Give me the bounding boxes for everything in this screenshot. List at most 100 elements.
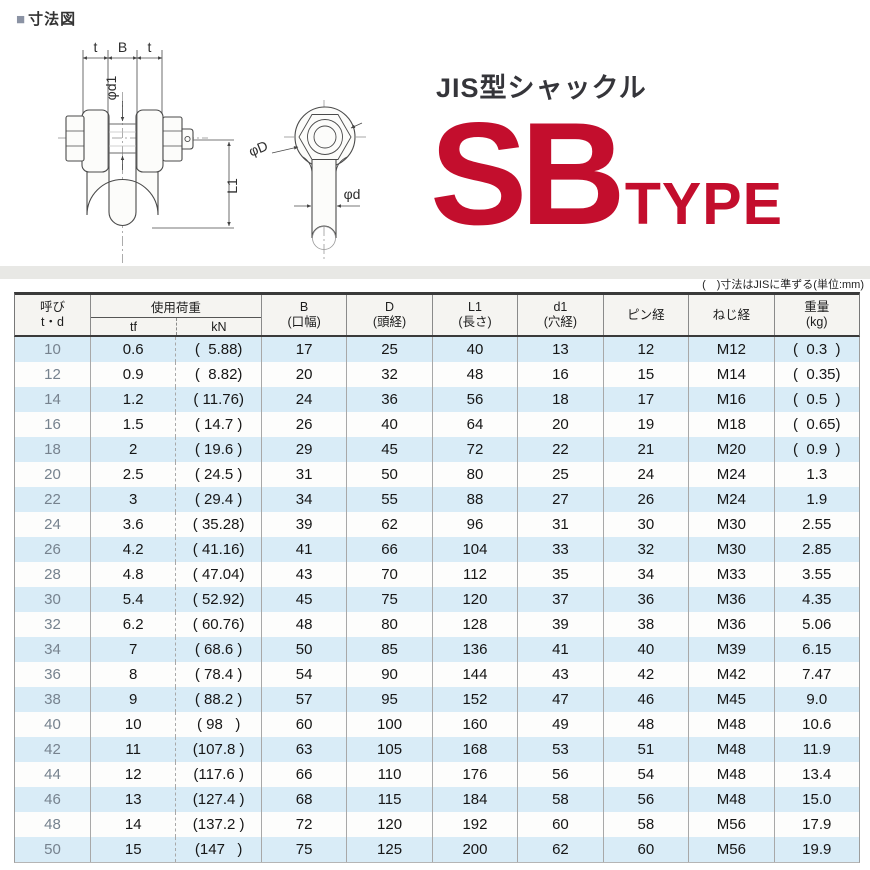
table-cell: 16 (517, 362, 602, 387)
table-cell: 90 (346, 662, 431, 687)
table-cell: 72 (431, 437, 517, 462)
table-cell: 110 (346, 762, 431, 787)
table-cell: ( 0.3 ) (773, 337, 859, 362)
table-cell: ( 41.16) (175, 537, 260, 562)
table-cell: 29 (260, 437, 346, 462)
table-cell: ( 19.6 ) (175, 437, 260, 462)
table-cell: 160 (431, 712, 517, 737)
table-cell: 62 (517, 837, 602, 862)
table-cell: 54 (260, 662, 346, 687)
table-cell: 36 (602, 587, 688, 612)
table-cell: 43 (260, 562, 346, 587)
table-cell: 184 (431, 787, 517, 812)
table-cell: 39 (517, 612, 602, 637)
table-row: 38 9( 88.2 ) 57 95 152 47 46 M45 9.0 (15, 687, 859, 712)
table-cell: 105 (346, 737, 431, 762)
table-cell: M48 (688, 737, 773, 762)
table-cell: 20 (44, 466, 61, 483)
table-cell: M48 (688, 787, 773, 812)
table-cell: 85 (346, 637, 431, 662)
table-cell: 2.55 (773, 512, 859, 537)
table-cell: 55 (346, 487, 431, 512)
table-cell: 41 (517, 637, 602, 662)
table-cell: 64 (431, 412, 517, 437)
table-cell: 88 (431, 487, 517, 512)
header-l1-line1: L1 (468, 300, 482, 314)
table-cell: 24 (44, 516, 61, 533)
table-cell: 19 (602, 412, 688, 437)
table-cell: 60 (602, 837, 688, 862)
header-l1: L1 (長さ) (431, 295, 517, 335)
table-cell: ( 68.6 ) (175, 637, 260, 662)
table-cell: ( 88.2 ) (175, 687, 260, 712)
table-row: 28 4.8( 47.04) 43 70 112 35 34 M33 3.55 (15, 562, 859, 587)
table-cell: 15 (602, 362, 688, 387)
header-b-line2: (口幅) (287, 315, 321, 329)
table-cell: 27 (517, 487, 602, 512)
product-title-block: JIS型シャックル SB TYPE (430, 66, 783, 247)
table-cell: 100 (346, 712, 431, 737)
table-cell: 32 (44, 616, 61, 633)
table-cell: 47 (517, 687, 602, 712)
table-cell: 56 (517, 762, 602, 787)
table-cell: M48 (688, 712, 773, 737)
table-header: 呼び t・d 使用荷重 tf kN B (口幅) D (頭経) L1 (長さ) (14, 292, 860, 337)
table-cell: 34 (602, 562, 688, 587)
table-cell: 46 (44, 791, 61, 808)
table-cell: 75 (260, 837, 346, 862)
table-cell: 32 (602, 537, 688, 562)
table-cell: 12 (90, 762, 175, 787)
table-cell: 14 (90, 812, 175, 837)
table-cell: (127.4 ) (175, 787, 260, 812)
table-cell: (107.8 ) (175, 737, 260, 762)
table-cell: 115 (346, 787, 431, 812)
dim-label-phi-d1: φd1 (103, 75, 119, 100)
table-cell: 8 (90, 662, 175, 687)
table-cell: 2.5 (90, 462, 175, 487)
section-label: ■ 寸法図 (16, 8, 76, 29)
table-cell: 63 (260, 737, 346, 762)
table-row: 48 14 (137.2 ) 72 120 192 60 58 M56 17.9 (15, 812, 859, 837)
table-cell: 50 (346, 462, 431, 487)
table-cell: 80 (346, 612, 431, 637)
spec-table: 呼び t・d 使用荷重 tf kN B (口幅) D (頭経) L1 (長さ) (14, 292, 860, 863)
table-cell: M56 (688, 812, 773, 837)
table-cell: 56 (602, 787, 688, 812)
table-cell: 26 (260, 412, 346, 437)
product-subtitle: JIS型シャックル (436, 73, 647, 103)
table-row: 36 8( 78.4 ) 54 90 144 43 42 M42 7.47 (15, 662, 859, 687)
table-cell: 43 (517, 662, 602, 687)
table-cell: ( 78.4 ) (175, 662, 260, 687)
table-cell: 40 (44, 716, 61, 733)
table-cell: 4.2 (90, 537, 175, 562)
table-cell: 20 (260, 362, 346, 387)
product-type-code: SB (430, 92, 626, 255)
table-cell: 17 (602, 387, 688, 412)
table-cell: (147 ) (175, 837, 260, 862)
table-cell: 3.6 (90, 512, 175, 537)
table-cell: 33 (517, 537, 602, 562)
shackle-dimension-drawing: t B t φd1 L1 φD φd (58, 39, 366, 263)
table-cell: 30 (602, 512, 688, 537)
table-row: 44 12 (117.6 ) 66 110 176 56 54 M48 13.4 (15, 762, 859, 787)
header-d1: d1 (穴経) (517, 295, 602, 335)
dim-label-phi-D: φD (246, 137, 270, 159)
table-cell: 5.4 (90, 587, 175, 612)
table-cell: 9.0 (773, 687, 859, 712)
table-cell: 22 (517, 437, 602, 462)
table-row: 46 13 (127.4 ) 68 115 184 58 56 M48 15.0 (15, 787, 859, 812)
table-cell: 12 (602, 337, 688, 362)
header-l1-line2: (長さ) (458, 315, 492, 329)
table-row: 20 2.5( 24.5 ) 31 50 80 25 24 M24 1.3 (15, 462, 859, 487)
table-cell: 75 (346, 587, 431, 612)
table-cell: 41 (260, 537, 346, 562)
table-cell: 6.2 (90, 612, 175, 637)
table-cell: 18 (44, 441, 61, 458)
table-cell: 10 (90, 712, 175, 737)
table-cell: 31 (517, 512, 602, 537)
table-cell: ( 0.35) (773, 362, 859, 387)
table-cell: 22 (44, 491, 61, 508)
table-cell: M12 (688, 337, 773, 362)
table-cell: 17 (260, 337, 346, 362)
table-cell: 57 (260, 687, 346, 712)
